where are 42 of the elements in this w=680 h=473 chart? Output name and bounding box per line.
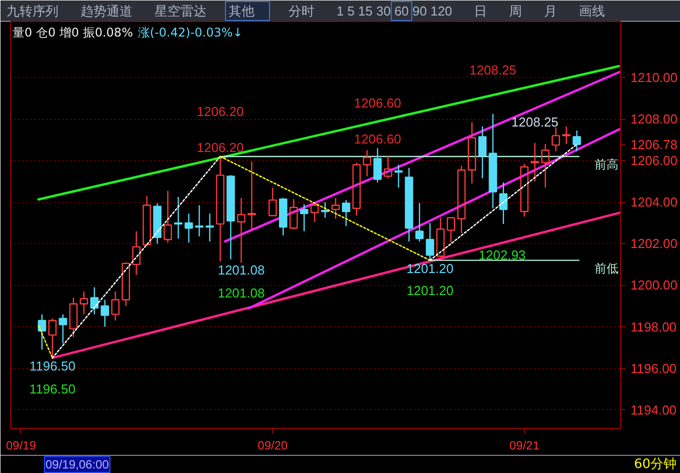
text: 周 (509, 4, 522, 18)
annotation: 1206.60 (354, 96, 402, 111)
text: 其他 (228, 4, 254, 18)
annotation: 1208.25 (469, 62, 516, 78)
text: 1 5 15 30 60 90 120 (336, 4, 452, 18)
x-tick-label: 09/20 (258, 438, 288, 452)
text: 星空雷达 (154, 4, 206, 18)
y-tick-label: 1204.00 (630, 194, 678, 210)
annotation: 1202.93 (478, 248, 526, 263)
text: 趋势通道 (80, 4, 132, 18)
x-tick-label: 09/21 (509, 438, 540, 452)
y-tick-label: 1206.00 (630, 153, 678, 168)
text: 九转序列 (6, 4, 58, 18)
annotation: 1196.50 (29, 381, 76, 396)
annotation: 1201.20 (406, 282, 454, 298)
text: 画线 (579, 4, 606, 18)
annotation: 1201.20 (406, 260, 454, 276)
text: 09/19,06:00 (46, 458, 110, 472)
y-tick-label: 1194.00 (630, 402, 677, 418)
y-tick-label: 1198.00 (630, 319, 677, 334)
annotation: 1201.08 (218, 262, 265, 278)
annotation: 1206.20 (196, 140, 244, 155)
series-label: 前高 (594, 157, 618, 172)
y-tick-label: 1202.00 (630, 236, 678, 252)
chart-title: 量0 仓0 增0 振0.08% (12, 26, 133, 40)
annotation: 1201.08 (218, 285, 265, 300)
y-tick-label: 1208.00 (630, 112, 678, 127)
y-tick-label: 1196.00 (630, 360, 677, 376)
series-label: 前低 (594, 261, 618, 276)
text: 60分钟 (634, 457, 677, 472)
annotation: 1206.60 (354, 132, 402, 147)
x-tick-label: 09/19 (6, 438, 36, 452)
chart-subtitle: 涨(-0.42)-0.03%↓ (138, 26, 243, 40)
annotation: 1196.50 (29, 358, 76, 374)
annotation: 1208.25 (511, 114, 558, 130)
y-tick-label: 1200.00 (630, 278, 678, 293)
text: 分时 (288, 4, 314, 18)
text: 日 (474, 4, 488, 18)
y-tick-label: 1206.78 (630, 136, 678, 152)
annotation: 1206.20 (196, 104, 244, 119)
text: 月 (544, 4, 558, 18)
y-tick-label: 1210.00 (630, 70, 678, 86)
